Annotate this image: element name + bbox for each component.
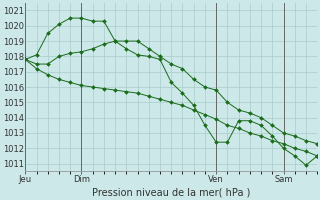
X-axis label: Pression niveau de la mer( hPa ): Pression niveau de la mer( hPa ) [92, 187, 251, 197]
